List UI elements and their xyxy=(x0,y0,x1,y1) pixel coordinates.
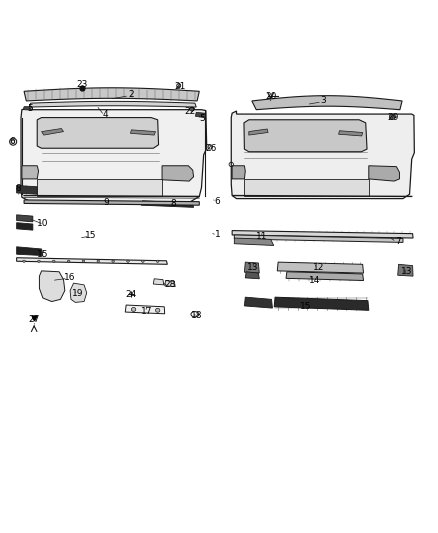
Text: 12: 12 xyxy=(313,263,325,272)
Polygon shape xyxy=(21,108,207,201)
Text: 23: 23 xyxy=(77,80,88,89)
Text: 17: 17 xyxy=(141,306,152,316)
Polygon shape xyxy=(17,258,167,264)
Text: 29: 29 xyxy=(388,113,399,122)
Polygon shape xyxy=(398,264,413,276)
Polygon shape xyxy=(244,120,367,152)
Text: 15: 15 xyxy=(300,302,311,311)
Text: 15: 15 xyxy=(85,231,97,240)
Polygon shape xyxy=(231,111,414,199)
Text: 2: 2 xyxy=(129,90,134,99)
Polygon shape xyxy=(153,279,164,285)
Polygon shape xyxy=(17,185,37,194)
Ellipse shape xyxy=(38,260,40,262)
Polygon shape xyxy=(369,166,399,181)
Text: 14: 14 xyxy=(309,276,320,285)
Polygon shape xyxy=(17,223,33,230)
Text: 4: 4 xyxy=(102,110,108,118)
Polygon shape xyxy=(23,107,32,110)
Text: 28: 28 xyxy=(164,280,176,289)
Polygon shape xyxy=(244,262,259,273)
Polygon shape xyxy=(125,305,165,314)
Ellipse shape xyxy=(156,260,159,262)
Text: 15: 15 xyxy=(37,250,49,259)
Polygon shape xyxy=(17,215,33,222)
Text: 8: 8 xyxy=(15,184,21,193)
Text: 21: 21 xyxy=(174,82,185,91)
Text: 3: 3 xyxy=(320,96,326,106)
Polygon shape xyxy=(339,131,363,136)
Ellipse shape xyxy=(112,260,114,262)
Polygon shape xyxy=(165,280,175,287)
Polygon shape xyxy=(234,235,403,243)
Text: 19: 19 xyxy=(72,289,84,298)
Text: 20: 20 xyxy=(265,92,276,101)
Text: 27: 27 xyxy=(28,316,40,325)
Text: 18: 18 xyxy=(191,311,202,320)
Text: 5: 5 xyxy=(27,104,33,114)
Polygon shape xyxy=(30,101,196,107)
Ellipse shape xyxy=(53,260,55,262)
Polygon shape xyxy=(17,247,43,255)
Polygon shape xyxy=(245,272,259,279)
Ellipse shape xyxy=(131,308,136,311)
Polygon shape xyxy=(232,231,413,238)
Text: 7: 7 xyxy=(395,237,401,246)
Polygon shape xyxy=(37,118,159,148)
Text: 5: 5 xyxy=(199,114,205,123)
Text: 13: 13 xyxy=(247,263,259,272)
Text: 1: 1 xyxy=(215,230,221,239)
Polygon shape xyxy=(234,238,274,246)
Polygon shape xyxy=(252,96,402,110)
Text: 10: 10 xyxy=(37,219,49,228)
Text: 6: 6 xyxy=(9,137,15,146)
Polygon shape xyxy=(24,88,199,101)
Polygon shape xyxy=(232,166,245,179)
Polygon shape xyxy=(286,272,364,280)
Polygon shape xyxy=(244,179,369,197)
Ellipse shape xyxy=(82,260,85,262)
Text: 16: 16 xyxy=(64,273,75,282)
Ellipse shape xyxy=(141,260,144,262)
Ellipse shape xyxy=(189,107,194,110)
Polygon shape xyxy=(131,130,155,135)
Text: 9: 9 xyxy=(103,198,109,207)
Polygon shape xyxy=(162,166,194,181)
Text: 8: 8 xyxy=(170,199,176,208)
Polygon shape xyxy=(195,112,205,118)
Ellipse shape xyxy=(67,260,70,262)
Ellipse shape xyxy=(23,260,25,262)
Polygon shape xyxy=(42,128,64,135)
Text: 11: 11 xyxy=(256,232,268,241)
Text: 6: 6 xyxy=(214,197,220,206)
Polygon shape xyxy=(24,200,199,205)
Polygon shape xyxy=(70,283,87,302)
Polygon shape xyxy=(249,129,268,135)
Text: 26: 26 xyxy=(205,144,217,153)
Text: 13: 13 xyxy=(401,267,412,276)
Text: 22: 22 xyxy=(184,107,195,116)
Polygon shape xyxy=(39,271,65,302)
Polygon shape xyxy=(274,297,369,310)
Text: 24: 24 xyxy=(125,290,136,300)
Polygon shape xyxy=(141,201,194,207)
Polygon shape xyxy=(277,262,364,273)
Polygon shape xyxy=(244,297,272,308)
Polygon shape xyxy=(37,179,162,197)
Ellipse shape xyxy=(127,260,129,262)
Ellipse shape xyxy=(97,260,99,262)
Polygon shape xyxy=(22,166,39,179)
Ellipse shape xyxy=(155,308,160,312)
Ellipse shape xyxy=(389,114,396,119)
